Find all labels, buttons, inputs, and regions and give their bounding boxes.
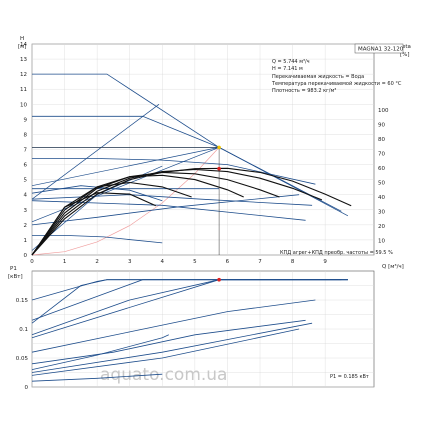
power-ticks: 0 0.05 0.1 0.15 <box>16 298 29 391</box>
y-tick-label: 8 <box>24 132 28 138</box>
power-axis-name: P1 <box>10 266 17 272</box>
y-tick-label: 3 <box>24 208 28 214</box>
eta-tick-label: 70 <box>378 152 385 158</box>
qh-curves <box>31 73 352 256</box>
control-curve <box>31 104 160 200</box>
x-axis-label: Q [м³/ч] <box>382 263 404 270</box>
power-tick-label: 0.05 <box>16 356 29 362</box>
power-curve <box>31 334 169 370</box>
y-tick-label: 13 <box>20 57 27 63</box>
info-density: Плотность = 983.2 кг/м³ <box>272 88 336 94</box>
efficiency-note: КПД агрег+КПД преобр. частоты = 59.5 % <box>280 250 393 256</box>
eta-tick-label: 10 <box>378 239 385 245</box>
x-tick-label: 1 <box>63 259 67 265</box>
eta-curve <box>31 168 323 256</box>
y-tick-label: 14 <box>20 42 27 48</box>
y-tick-label: 5 <box>24 178 28 184</box>
model-label: MAGNA1 32-120 <box>358 47 404 53</box>
info-fluid: Перекачиваемая жидкость = Вода <box>272 74 364 80</box>
x-tick-label: 6 <box>226 259 230 265</box>
x-tick-label: 2 <box>95 259 99 265</box>
x-tick-label: 9 <box>323 259 327 265</box>
eta-axis-name: eta <box>402 44 411 50</box>
x-tick-label: 5 <box>193 259 197 265</box>
y-tick-label: 4 <box>24 193 28 199</box>
y-axis-unit: [м] <box>18 44 26 50</box>
eta-tick-label: 100 <box>378 108 389 114</box>
eta-curve <box>31 167 352 256</box>
y-tick-label: 12 <box>20 72 27 78</box>
y-tick-label: 2 <box>24 223 28 229</box>
model-label-box <box>354 43 404 54</box>
x-tick-label: 4 <box>161 259 165 265</box>
eta-tick-label: 90 <box>378 123 385 129</box>
y-tick-label: 7 <box>24 148 28 154</box>
eta-curve <box>31 192 157 256</box>
power-tick-label: 0.1 <box>19 327 28 333</box>
y-tick-label: 10 <box>20 102 27 108</box>
power-operating-point <box>217 277 221 282</box>
power-curve <box>31 322 313 373</box>
control-curve <box>31 147 220 187</box>
qh-ticks: 0 1 2 3 4 5 6 7 8 9012345678910111213141020304050… <box>20 42 389 265</box>
qh-curve <box>32 115 342 212</box>
eta-axis-unit: [%] <box>400 52 410 58</box>
y-tick-label: 6 <box>24 163 28 169</box>
qh-curve <box>32 73 349 217</box>
y-tick-label: 11 <box>20 87 27 93</box>
info-temperature: Температура перекачиваемой жидкости = 60… <box>271 80 402 87</box>
y-tick-label: 1 <box>24 238 28 244</box>
x-tick-label: 8 <box>291 259 295 265</box>
eta-tick-label: 30 <box>378 210 385 216</box>
y-tick-label: 0 <box>24 253 28 259</box>
power-curve <box>31 319 306 365</box>
eta-tick-label: 20 <box>378 224 385 230</box>
y-tick-label: 9 <box>24 117 28 123</box>
power-axis-unit: [кВт] <box>8 274 23 280</box>
power-curve <box>31 279 348 324</box>
power-note: P1 = 0.185 кВт <box>330 374 369 380</box>
eta-curve <box>31 174 244 256</box>
power-curve <box>31 373 163 382</box>
watermark: aquato.com.ua <box>100 365 227 385</box>
x-tick-label: 0 <box>30 259 34 265</box>
qh-curve <box>32 158 316 185</box>
power-tick-label: 0 <box>25 385 29 391</box>
eta-tick-label: 50 <box>378 181 385 187</box>
x-tick-label: 7 <box>258 259 262 265</box>
qh-curve <box>31 194 300 226</box>
operating-point <box>217 145 221 150</box>
power-curve <box>31 328 300 376</box>
qh-grid <box>31 43 374 256</box>
eta-tick-label: 40 <box>378 195 385 201</box>
power-curves <box>31 277 348 382</box>
eta-point <box>217 166 221 171</box>
eta-tick-label: 80 <box>378 137 385 143</box>
x-tick-label: 3 <box>128 259 132 265</box>
eta-tick-label: 60 <box>378 166 385 172</box>
power-curve <box>31 299 316 353</box>
eta-curve <box>31 171 280 256</box>
info-q: Q = 5.744 м³/ч <box>272 59 310 65</box>
info-h: H = 7.141 м <box>272 66 303 72</box>
power-tick-label: 0.15 <box>16 298 29 304</box>
y-axis-name: H <box>20 36 24 42</box>
